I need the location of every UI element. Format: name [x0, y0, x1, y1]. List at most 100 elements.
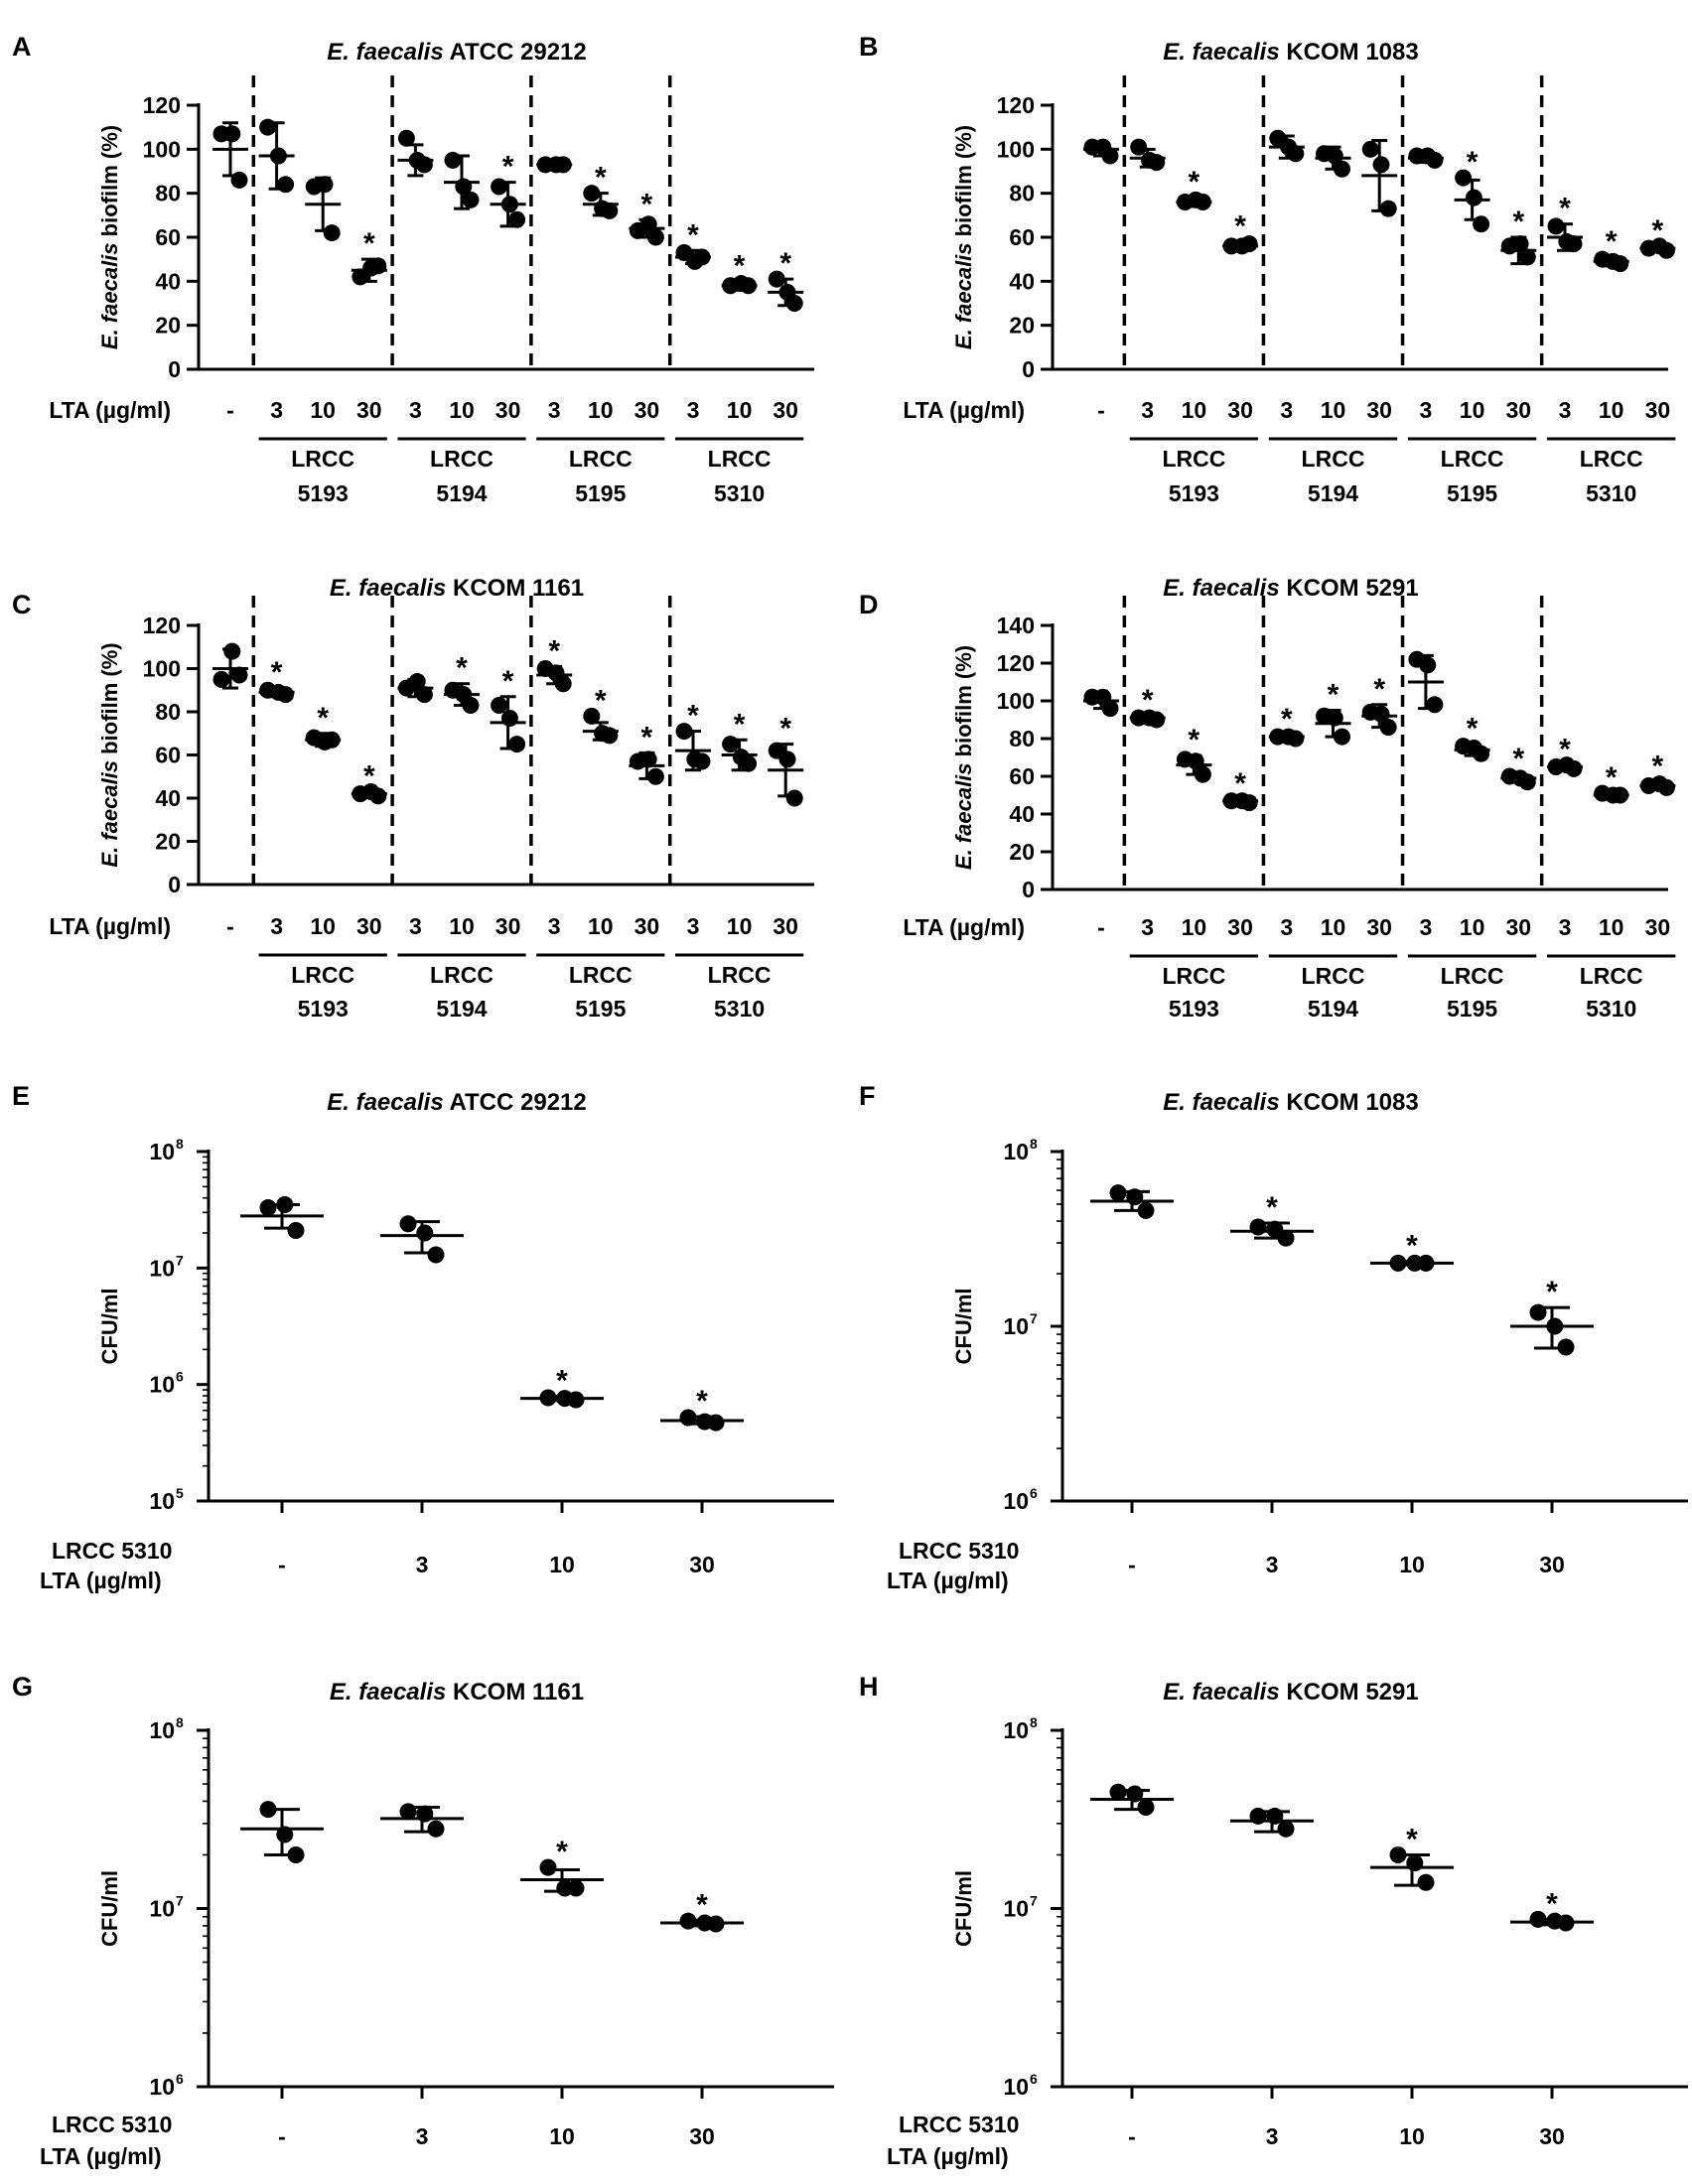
panel-e-xtick-label: -	[278, 1552, 286, 1577]
panel-b-data-point	[1240, 235, 1258, 253]
panel-d-data-point	[1194, 765, 1211, 783]
panel-a-data-point	[259, 118, 277, 136]
panel-a-xtick-label: 10	[310, 397, 336, 423]
panel-a-data-point	[491, 178, 508, 196]
panel-a-ytick-label: 120	[143, 92, 181, 118]
panel-c-xtick-label: -	[226, 913, 234, 939]
panel-d-significance-star: *	[1467, 713, 1479, 746]
panel-f-data-point	[1557, 1338, 1575, 1356]
panel-b-data-point	[1101, 147, 1119, 165]
panel-d-ytick-label: 100	[997, 688, 1035, 714]
panel-d-y-label-italic: E. faecalis	[951, 762, 976, 870]
panel-g-label: G	[12, 1672, 33, 1702]
panel-a-data-point	[785, 295, 803, 312]
panel-b-data-point	[1194, 194, 1211, 211]
panel-h-ytick-exponent: 6	[1030, 2071, 1038, 2087]
panel-a-data-point	[768, 270, 785, 288]
panel-b-data-point	[1372, 156, 1390, 174]
panel-h-data-point	[1417, 1873, 1435, 1891]
panel-c-data-point	[230, 666, 248, 684]
panel-c-group-id: 5310	[714, 996, 765, 1022]
panel-a-group-id: 5194	[436, 480, 487, 506]
panel-g-x-label-unit: LTA (µg/ml)	[40, 2143, 162, 2169]
panel-h-data-point	[1137, 1799, 1155, 1817]
panel-c-data-point	[778, 751, 796, 768]
panel-a-label: A	[12, 32, 32, 62]
panel-f-ytick-exponent: 6	[1030, 1485, 1038, 1501]
panel-d-group-id: 5194	[1308, 996, 1358, 1022]
panel-f-title: E. faecalis KCOM 1083	[1163, 1089, 1418, 1116]
panel-a-ytick-label: 40	[155, 268, 181, 294]
panel-d-data-point	[1187, 752, 1204, 770]
panel-c-data-point	[212, 670, 230, 688]
panel-d-group-label: LRCC	[1441, 963, 1504, 989]
panel-f-data-point	[1137, 1201, 1155, 1219]
panel-d-xtick-label: 30	[1645, 914, 1671, 940]
panel-e-data-point	[416, 1224, 434, 1242]
panel-b-xtick-label: 30	[1227, 397, 1253, 423]
panel-a-significance-star: *	[779, 247, 791, 280]
panel-c-data-point	[675, 723, 693, 741]
panel-b-significance-star: *	[1189, 166, 1200, 199]
panel-e-data-point	[427, 1246, 445, 1264]
panel-e-ytick-label: 10	[149, 1372, 175, 1398]
panel-c-xtick-label: 3	[270, 913, 283, 939]
panel-a-y-label: E. faecalis biofilm (%)	[97, 125, 122, 349]
panel-c-data-point	[693, 752, 711, 770]
panel-e-ytick-exponent: 7	[176, 1252, 184, 1268]
panel-a: A E. faecalis ATCC 29212 0 20 40 60 80 100 120 E.…	[12, 32, 814, 506]
panel-e-title: E. faecalis ATCC 29212	[327, 1089, 586, 1116]
panel-e-ytick-exponent: 6	[176, 1369, 184, 1385]
panel-a-group-id: 5193	[298, 480, 349, 506]
panel-e-xtick-label: 3	[416, 1552, 429, 1577]
panel-g-data-point	[416, 1805, 434, 1823]
panel-b-xtick-label: 3	[1559, 397, 1572, 423]
panel-c-data-point	[462, 696, 480, 714]
panel-d-group-label: LRCC	[1162, 963, 1225, 989]
panel-b-ytick-label: 20	[1009, 313, 1035, 339]
panel-a-data-point	[740, 277, 758, 295]
panel-b-data-point	[1657, 241, 1675, 259]
panel-g-data-point	[259, 1801, 277, 1819]
panel-d-xtick-label: 30	[1227, 914, 1253, 940]
panel-d-significance-star: *	[1559, 734, 1571, 766]
panel-e-significance-star: *	[556, 1365, 568, 1398]
panel-g-xtick-label: 10	[549, 2123, 575, 2149]
panel-a-ytick-label: 0	[168, 356, 181, 382]
panel-a-data-point	[277, 176, 295, 194]
panel-a-ytick-label: 20	[155, 313, 181, 339]
panel-b-significance-star: *	[1467, 146, 1479, 179]
panel-b-group-label: LRCC	[1162, 446, 1225, 472]
panel-b-xtick-label: 30	[1506, 397, 1532, 423]
panel-a-xtick-label: 30	[634, 397, 660, 423]
panel-b-x-label: LTA (µg/ml)	[903, 397, 1025, 423]
panel-f-xtick-label: 3	[1266, 1552, 1279, 1577]
panel-b-xtick-label: 10	[1460, 397, 1485, 423]
panel-a-xtick-label: 3	[687, 397, 700, 423]
panel-f-title-strain: KCOM 1083	[1280, 1089, 1419, 1116]
panel-d-data-point	[1565, 759, 1583, 777]
panel-g-ytick-exponent: 7	[176, 1893, 184, 1909]
panel-g-data-point	[399, 1803, 417, 1821]
panel-c-ytick-label: 40	[155, 785, 181, 811]
panel-h-data-point	[1529, 1910, 1547, 1928]
panel-f-data-point	[1529, 1303, 1547, 1321]
panel-d-y-label-rest: biofilm (%)	[951, 645, 976, 763]
panel-a-data-point	[554, 156, 572, 174]
panel-d-group-label: LRCC	[1580, 963, 1643, 989]
panel-f-data-point	[1389, 1254, 1407, 1272]
panel-g-data-point	[567, 1879, 585, 1897]
panel-d-data-point	[1419, 656, 1437, 674]
panel-g-ytick-label: 10	[149, 1717, 175, 1743]
panel-g-data-point	[707, 1915, 725, 1933]
panel-h-data-point	[1109, 1783, 1127, 1801]
panel-f-significance-star: *	[1546, 1276, 1558, 1308]
panel-d: D E. faecalis KCOM 5291 0 20 40 60 80 100 120 140…	[859, 575, 1676, 1022]
panel-c-significance-star: *	[271, 656, 283, 689]
panel-b-data-point	[1465, 189, 1482, 206]
panel-h-ytick-exponent: 7	[1030, 1893, 1038, 1909]
panel-g-data-point	[427, 1820, 445, 1838]
panel-f-x-label-unit: LTA (µg/ml)	[887, 1568, 1009, 1593]
panel-g-data-point	[276, 1826, 294, 1843]
